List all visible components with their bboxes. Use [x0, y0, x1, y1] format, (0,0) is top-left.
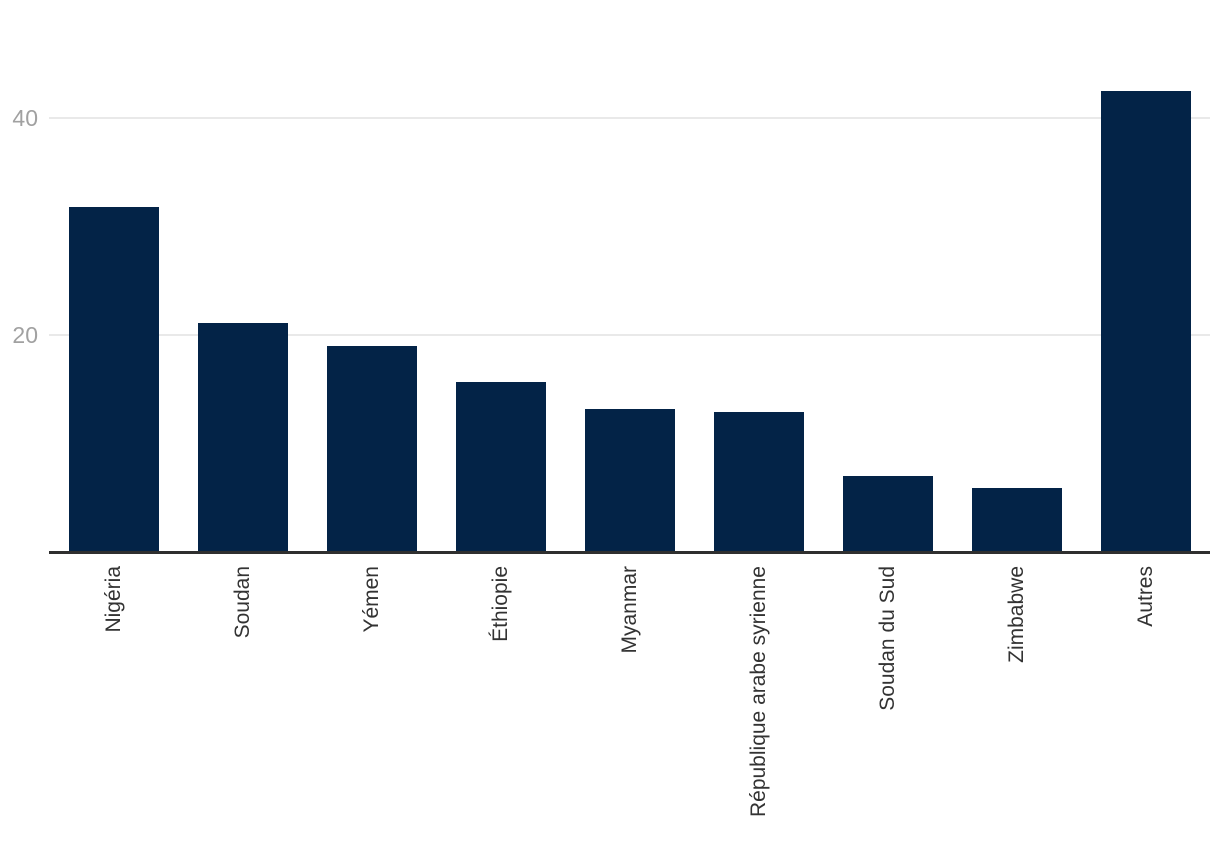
x-axis-label-text: Nigéria — [102, 566, 125, 633]
gridline — [49, 117, 1210, 119]
y-tick-label: 20 — [12, 322, 38, 348]
x-axis-label-text: Zimbabwe — [1005, 566, 1028, 663]
x-axis-label-text: Soudan — [231, 566, 254, 639]
y-tick-label: 40 — [12, 105, 38, 131]
x-axis-label-text: Soudan du Sud — [876, 566, 899, 711]
bar — [843, 476, 933, 552]
x-axis-label-text: Myanmar — [618, 566, 641, 654]
bar — [198, 323, 288, 552]
x-axis-label-text: République arabe syrienne — [747, 566, 770, 818]
bar — [585, 408, 675, 552]
gridline — [49, 334, 1210, 336]
bar — [69, 206, 159, 552]
x-axis-label-text: Yémen — [360, 566, 383, 633]
bar — [456, 381, 546, 552]
x-axis-label-text: Autres — [1134, 566, 1157, 627]
x-axis-line — [49, 551, 1210, 554]
bar — [972, 487, 1062, 552]
bar — [327, 345, 417, 552]
bar — [1101, 90, 1191, 552]
x-axis-label-text: Éthiopie — [489, 566, 512, 642]
bar — [714, 412, 804, 552]
